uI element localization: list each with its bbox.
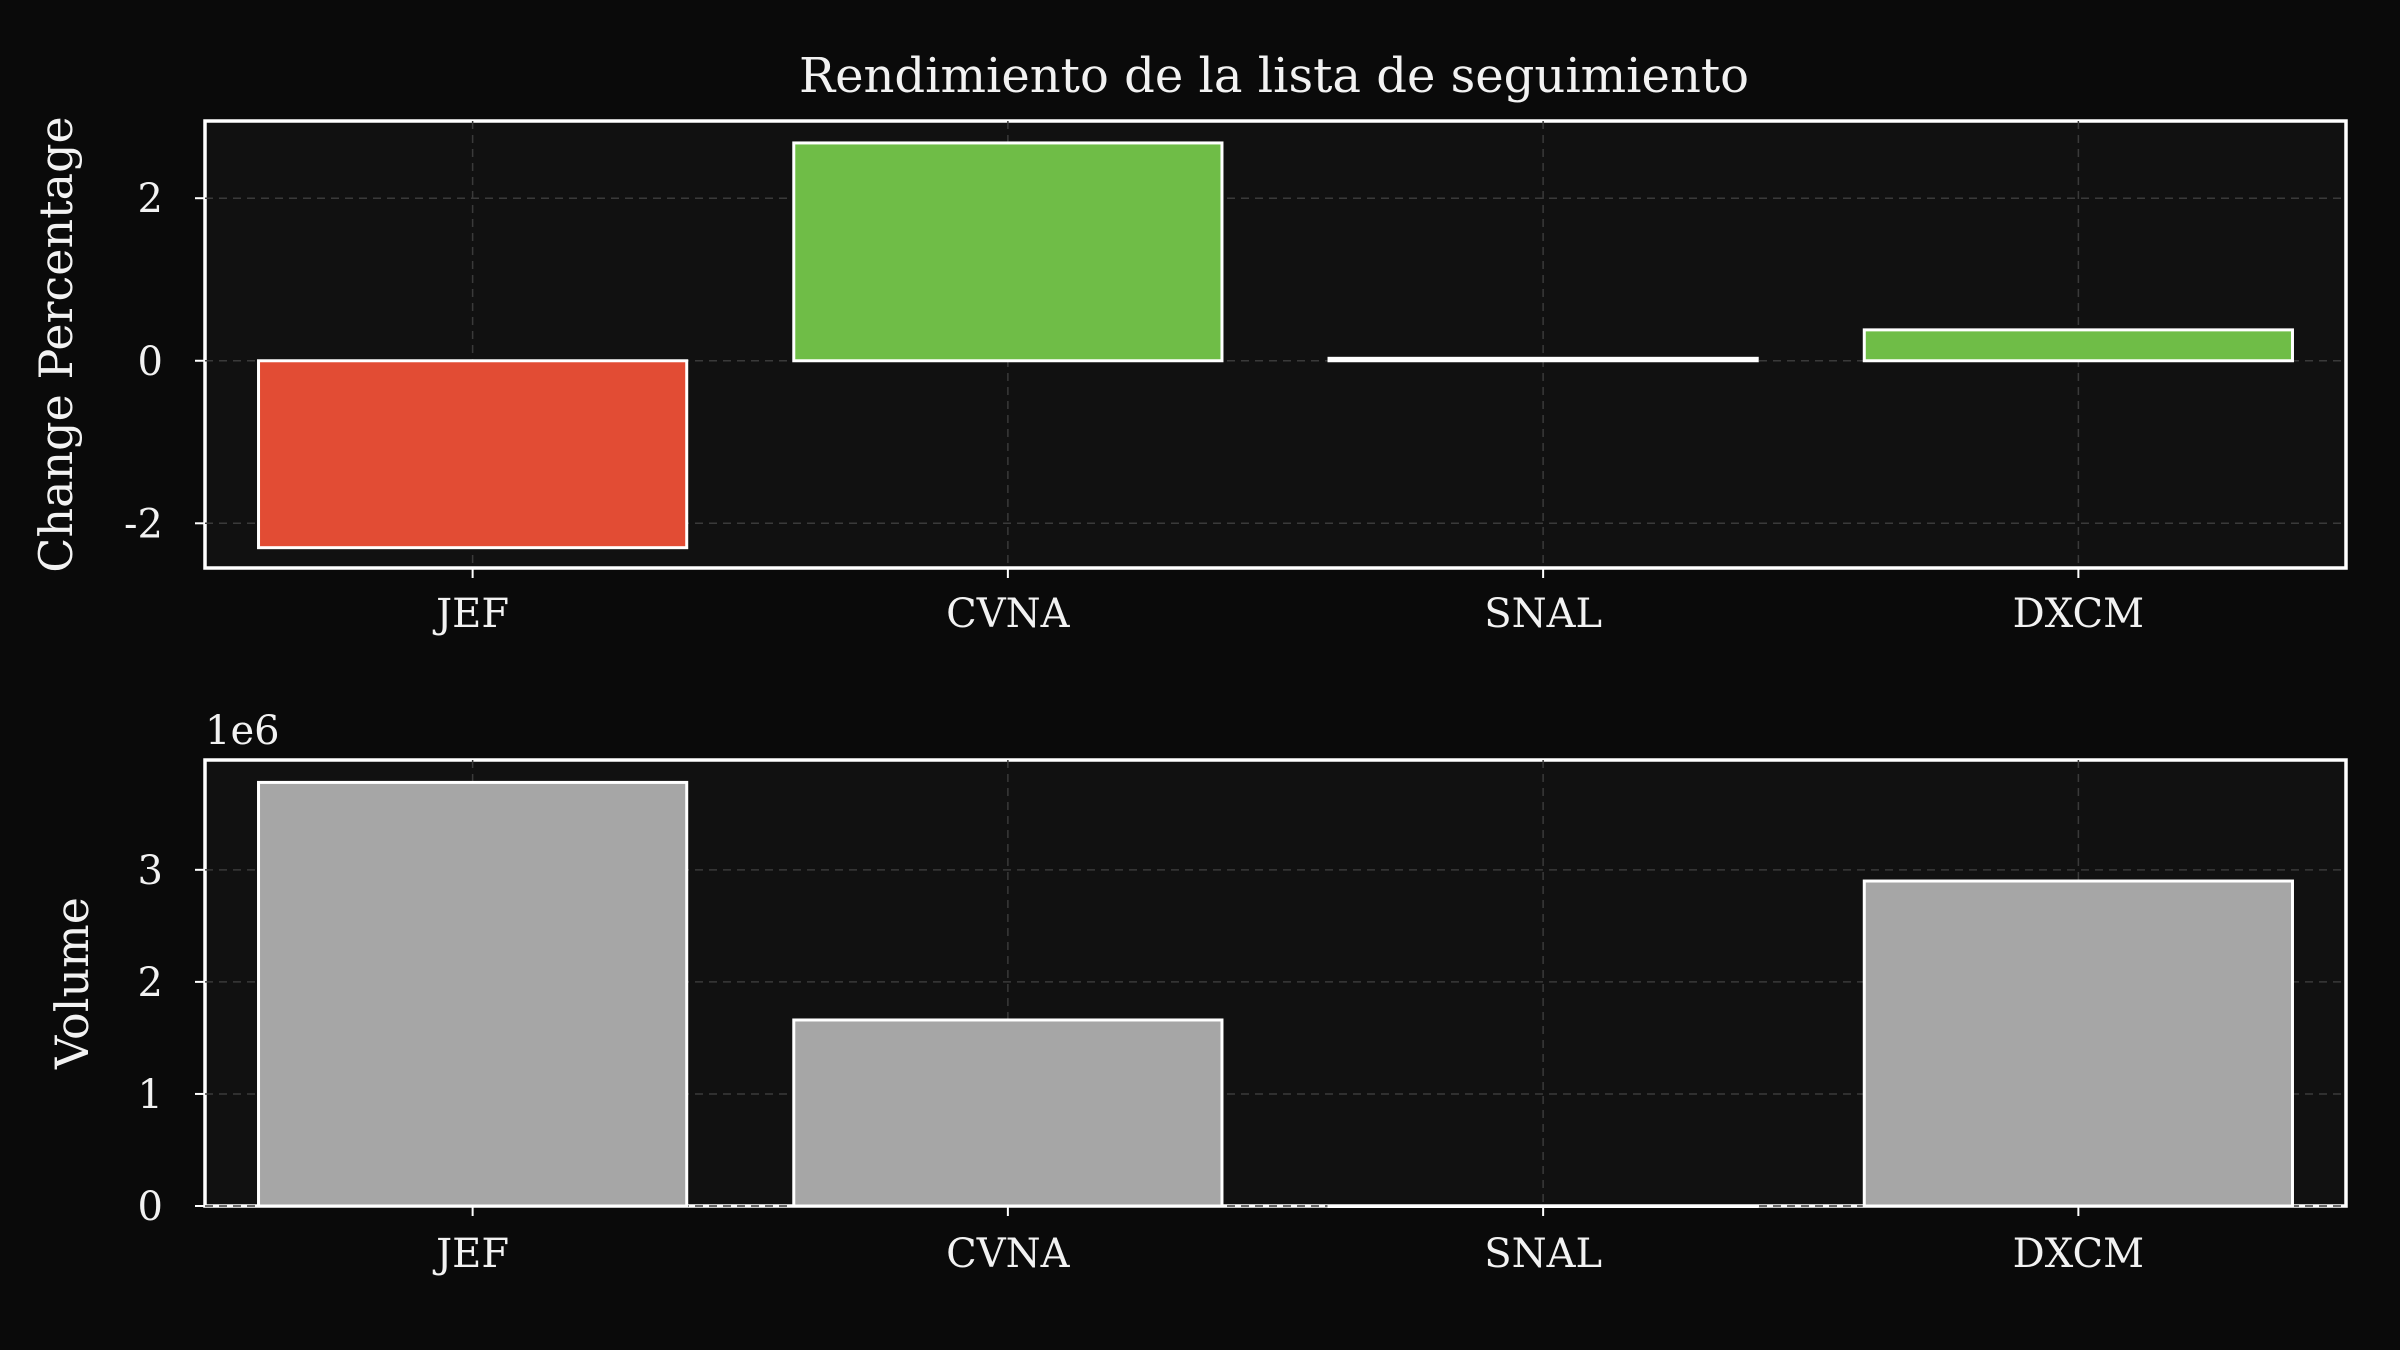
bar-snal <box>1327 356 1759 363</box>
y-tick-label: 0 <box>138 339 163 385</box>
y-tick-label: 2 <box>138 960 163 1006</box>
y-tick-label: 3 <box>138 848 163 894</box>
change-percentage-panel: -2 0 2 JEF CVNA SNAL DXCM Change Percentage <box>29 116 2348 637</box>
bar-jef <box>257 359 689 550</box>
bar-jef <box>257 780 689 1208</box>
y-tick-label: -2 <box>124 501 163 547</box>
bar-dxcm <box>1862 879 2294 1208</box>
y-tick-label: 2 <box>138 176 163 222</box>
y-tick-label: 1 <box>138 1072 163 1118</box>
bar-dxcm <box>1862 328 2294 363</box>
y-tick-label: 0 <box>138 1184 163 1230</box>
x-tick-label: JEF <box>432 1231 509 1277</box>
bar-cvna <box>792 141 1224 363</box>
x-tick-label: CVNA <box>946 591 1070 637</box>
axis-offset-label: 1e6 <box>205 708 280 754</box>
x-tick-label: DXCM <box>2013 591 2144 637</box>
x-tick-label: CVNA <box>946 1231 1070 1277</box>
x-tick-label: JEF <box>432 591 509 637</box>
y-axis-label: Volume <box>45 897 99 1070</box>
x-tick-label: SNAL <box>1484 591 1602 637</box>
y-axis-label: Change Percentage <box>29 116 83 572</box>
x-tick-label: SNAL <box>1484 1231 1602 1277</box>
bar-cvna <box>792 1018 1224 1208</box>
chart-title: Rendimiento de la lista de seguimiento <box>799 48 1749 104</box>
volume-panel: 0 1 2 3 JEF CVNA SNAL DXCM Volume 1e6 <box>45 708 2348 1277</box>
x-tick-label: DXCM <box>2013 1231 2144 1277</box>
